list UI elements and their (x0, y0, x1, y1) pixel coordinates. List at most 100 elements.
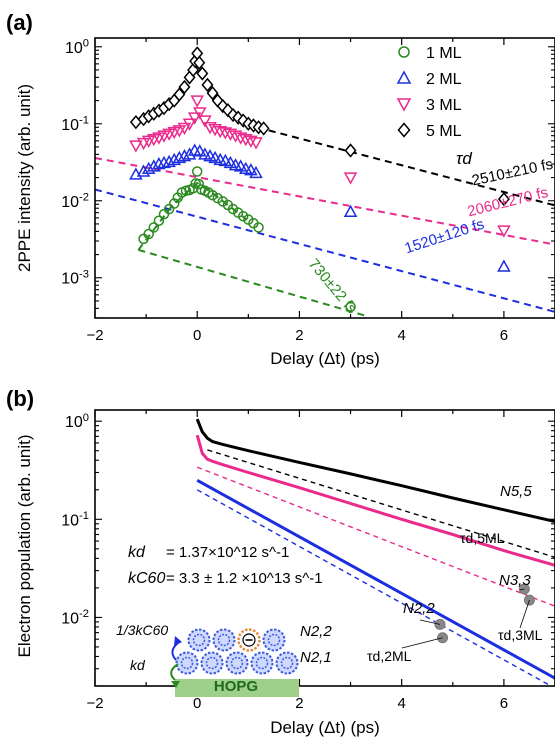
fit-label-1ml: 730±22 fs (305, 256, 360, 317)
c60-bottom-molecule (175, 651, 199, 675)
c60-charged-molecule (237, 628, 261, 652)
third-kc60-label: 1/3kC60 (116, 622, 168, 638)
data-point (397, 122, 411, 138)
y-tick-label: 100 (65, 37, 89, 56)
label-n55: N5,5 (500, 483, 532, 500)
data-point (129, 140, 143, 153)
data-point (157, 155, 171, 169)
c60-core (192, 633, 206, 647)
c60-bottom-molecule (200, 651, 224, 675)
x-tick-label: 2 (295, 327, 303, 344)
c60-shell (187, 628, 211, 652)
tau-d-header: τd (456, 149, 472, 168)
c60-shell (275, 651, 299, 675)
data-point (162, 154, 176, 168)
c60-top-molecule (262, 628, 286, 652)
data-point (173, 87, 186, 102)
panel-b-data (195, 418, 555, 686)
fit-line (138, 248, 367, 317)
legend-label: 1 ML (426, 45, 462, 62)
leader-n22 (419, 619, 441, 625)
fit-label-2ml: 1520±120 fs (403, 216, 487, 258)
series-curve (196, 478, 555, 680)
panel-b-ylabel: Electron population (arb. unit) (15, 434, 34, 657)
label-n33: N3,3 (499, 572, 531, 589)
c60-shell (200, 651, 224, 675)
c60-bottom-molecule (250, 651, 274, 675)
kc60-value: = 3.3 ± 1.2 ×10^13 s^-1 (166, 570, 323, 587)
data-point (244, 135, 258, 148)
data-point (249, 165, 263, 179)
data-point (193, 178, 205, 190)
data-point (253, 222, 264, 233)
x-tick-label: 0 (193, 327, 201, 344)
c60-core (255, 656, 269, 670)
panel-a-legend: 1 ML 2 ML 3 ML 5 ML (396, 45, 462, 140)
c60-core (280, 656, 294, 670)
c60-shell (175, 651, 199, 675)
data-point (143, 228, 154, 240)
data-point (148, 222, 160, 233)
leader-tau3 (519, 600, 530, 629)
x-tick-label: 2 (295, 695, 303, 712)
panel-b-xlabel: Delay (Δt) (ps) (270, 718, 380, 737)
data-point (223, 128, 238, 141)
data-point (343, 172, 358, 185)
data-point (208, 123, 222, 137)
c60-core (230, 656, 244, 670)
series-curve (195, 434, 555, 567)
c60-shell (225, 651, 249, 675)
c60-shell (250, 651, 274, 675)
data-point (218, 127, 233, 140)
fit-line (268, 129, 555, 207)
data-point (497, 191, 510, 207)
data-point (198, 115, 212, 128)
c60-shell (212, 628, 236, 652)
data-point (177, 149, 192, 162)
c60-core (180, 656, 194, 670)
c60-top-molecule (212, 628, 236, 652)
data-point (191, 166, 203, 177)
data-point (396, 98, 412, 112)
data-point (344, 143, 357, 158)
data-point (196, 66, 209, 81)
fit-label-3ml: 2060±270 fs (466, 184, 550, 220)
hopg-label: HOPG (214, 678, 258, 695)
arrowhead-blue (174, 636, 182, 646)
label-tau5: τd,5ML (460, 530, 505, 546)
layer-n22-label: N2,2 (300, 623, 332, 640)
data-point (249, 137, 263, 150)
x-tick-label: 6 (500, 695, 508, 712)
series-curve (207, 449, 555, 558)
data-point (153, 215, 165, 226)
data-point (212, 192, 223, 204)
data-point (178, 79, 191, 95)
data-point (396, 70, 412, 84)
data-point (190, 95, 204, 108)
panel-b-frame (94, 409, 555, 687)
y-tick-label: 10-2 (61, 191, 89, 210)
c60-top-molecule (187, 628, 211, 652)
leader-tau2 (401, 637, 443, 649)
c60-layer-schematic (170, 628, 299, 697)
data-point (167, 152, 181, 166)
data-point (193, 107, 207, 120)
data-point (257, 121, 270, 136)
data-point (345, 301, 356, 312)
panel-b-label: (b) (6, 386, 34, 411)
data-point (147, 159, 161, 172)
data-point (182, 118, 197, 131)
x-tick-label: 0 (193, 695, 201, 712)
y-tick-label: 10-1 (61, 114, 89, 133)
panel-a-ylabel: 2PPE intensity (arb. unit) (15, 84, 34, 272)
panel-a-frame (94, 37, 555, 319)
label-n22: N2,2 (403, 600, 435, 617)
c60-shell (262, 628, 286, 652)
data-point (497, 225, 511, 238)
kd-symbol: kd (128, 544, 146, 561)
data-point (497, 259, 511, 272)
legend-label: 3 ML (426, 97, 462, 114)
data-point (136, 164, 151, 177)
panel-a-label: (a) (6, 10, 33, 35)
